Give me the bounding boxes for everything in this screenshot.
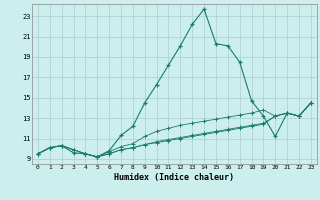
X-axis label: Humidex (Indice chaleur): Humidex (Indice chaleur): [115, 173, 234, 182]
